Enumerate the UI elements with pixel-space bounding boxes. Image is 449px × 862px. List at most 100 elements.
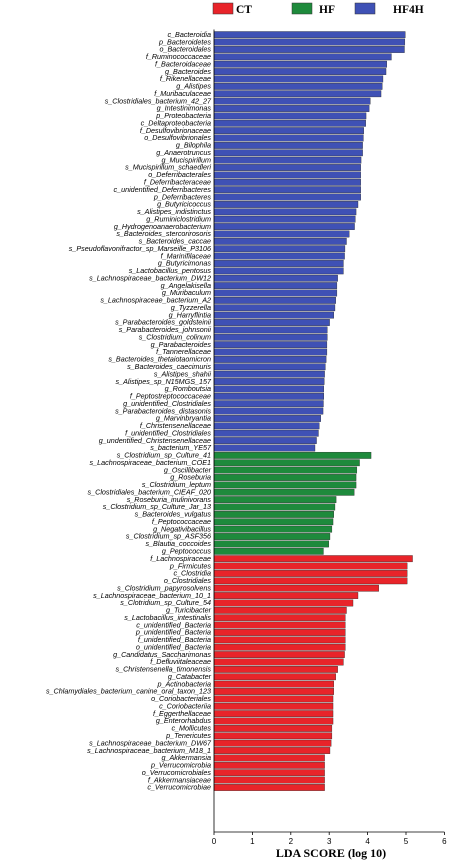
legend-swatch-hf4h <box>354 2 376 15</box>
x-tick-label-1: 1 <box>250 837 255 846</box>
category-label-s_Bacteroides_caccae: s_Bacteroides_caccae <box>139 237 211 246</box>
bar-g_Marvinbryantia <box>213 415 321 422</box>
category-label-p_Bacteroidetes: p_Bacteroidetes <box>158 37 211 46</box>
bar-s_Chlamydiales_bacterium_canine_oral_taxon_123 <box>213 688 334 695</box>
category-label-g_Hydrogenoanaerobacterium: g_Hydrogenoanaerobacterium <box>114 222 211 231</box>
category-label-c_unidentified_Bacteria: c_unidentified_Bacteria <box>136 620 211 629</box>
bar-f_unidentified_Clostridiales <box>213 429 319 437</box>
category-label-p_Proteobacteria: p_Proteobacteria <box>155 111 211 120</box>
category-label-p_Firmicutes: p_Firmicutes <box>169 561 212 570</box>
bar-g_Parabacteroides <box>213 341 328 349</box>
bar-f_Marinifilaceae <box>213 252 345 260</box>
bar-f_Eggerthellaceae <box>213 710 334 718</box>
category-label-f_unidentified_Clostridiales: f_unidentified_Clostridiales <box>125 428 211 437</box>
bar-g_Ruminiclostridium <box>213 215 356 223</box>
bar-s_Bacteroides_thetaiotaomicron <box>213 356 327 363</box>
bar-f_unidentified_Bacteria <box>213 636 346 644</box>
category-label-o_Bacteroidales: o_Bacteroidales <box>159 45 211 54</box>
category-label-o_Coriobacteriales: o_Coriobacteriales <box>151 694 211 703</box>
bar-s_Lachnospiraceae_bacterium_A2 <box>213 297 336 304</box>
category-label-s_Clotridium_sp_Culture_54: s_Clotridium_sp_Culture_54 <box>120 598 211 607</box>
category-label-p_Verrucomicrobia: p_Verrucomicrobia <box>150 761 211 770</box>
bar-s_Clostridium_sp_Culture_Jar_13 <box>213 503 336 511</box>
category-label-g_Enterorhabdus: g_Enterorhabdus <box>156 716 212 725</box>
bar-o_Bacteroidales <box>213 46 405 53</box>
category-label-f_Desulfovibrionaceae: f_Desulfovibrionaceae <box>140 126 211 135</box>
category-labels: c_Bacteroidiap_Bacteroideteso_Bacteroida… <box>46 30 212 792</box>
bar-f_Christensenellaceae <box>213 422 320 430</box>
category-label-f_Deferribacteraceae: f_Deferribacteraceae <box>144 178 211 187</box>
bar-c_Mollicutes <box>213 725 333 732</box>
bar-s_Bacteroides_caecimuris <box>213 363 326 371</box>
bar-s_Mucispirillum_schaedleri <box>213 164 361 171</box>
category-label-g_Peptococcus: g_Peptococcus <box>162 547 212 556</box>
bar-g_Tyzzerella <box>213 304 336 312</box>
category-label-g_Negativibacillus: g_Negativibacillus <box>153 524 211 533</box>
bar-s_Parabacteroides_distasonis <box>213 407 324 415</box>
category-label-s_Clostridiales_bacterium_42_27: s_Clostridiales_bacterium_42_27 <box>105 96 212 105</box>
category-label-c_Coriobacteriia: c_Coriobacteriia <box>159 701 211 710</box>
bar-g_Muribaculum <box>213 289 338 297</box>
bar-c_Verrucomicrobiae <box>213 784 325 791</box>
category-label-g_unidentified_Clostridiales: g_unidentified_Clostridiales <box>123 399 211 408</box>
category-label-g_Bacteroides: g_Bacteroides <box>165 67 211 76</box>
category-label-g_Romboutsia: g_Romboutsia <box>165 384 211 393</box>
category-label-g_Anaerotruncus: g_Anaerotruncus <box>156 148 211 157</box>
category-label-o_Desulfovibrionales: o_Desulfovibrionales <box>144 133 211 142</box>
category-label-g_undentified_Christensenellaceae: g_undentified_Christensenellaceae <box>99 436 211 445</box>
category-label-f_unidentified_Bacteria: f_unidentified_Bacteria <box>138 635 211 644</box>
bar-g_Roseburia <box>213 474 357 481</box>
category-label-f_Eggerthellaceae: f_Eggerthellaceae <box>153 709 211 718</box>
category-label-p_Actinobacteria: p_Actinobacteria <box>156 679 211 688</box>
bar-s_Clostridiales_bacterium_CIEAF_020 <box>213 488 355 496</box>
bar-s_Parabacteroides_johnsonii <box>213 326 328 334</box>
category-label-s_Alistipes_indistinctus: s_Alistipes_indistinctus <box>137 207 211 216</box>
category-label-f_Defluviitaleaceae: f_Defluviitaleaceae <box>150 657 211 666</box>
bar-o_unidentified_Bacteria <box>213 643 346 651</box>
category-label-s_Bacteroides_thetaiotaomicron: s_Bacteroides_thetaiotaomicron <box>108 355 211 364</box>
bar-g_Turicibacter <box>213 606 347 614</box>
bar-o_Clostridiales <box>213 577 408 585</box>
category-label-f_Ruminococcaceae: f_Ruminococcaceae <box>146 52 211 61</box>
x-axis-label: LDA SCORE (log 10) <box>276 846 386 860</box>
category-label-g_Bilophila: g_Bilophila <box>176 141 211 150</box>
category-label-f_Muribaculaceae: f_Muribaculaceae <box>154 89 211 98</box>
bar-s_Lachnospiraceae_bacterium_DW12 <box>213 274 338 282</box>
category-label-s_Alistipes_shahii: s_Alistipes_shahii <box>154 369 212 378</box>
bar-o_Verrucomicrobiales <box>213 769 325 777</box>
category-label-c_Mollicutes: c_Mollicutes <box>171 724 211 733</box>
category-label-f_Lachnospiraceae: f_Lachnospiraceae <box>150 554 211 563</box>
bar-f_Lachnospiraceae <box>213 555 413 563</box>
bar-s_Clotridium_sp_Culture_54 <box>213 599 354 607</box>
bar-f_Ruminococcaceae <box>213 53 392 61</box>
bar-g_Peptococcus <box>213 547 324 555</box>
bar-s_Roseburia_inulinivorans <box>213 496 337 504</box>
bar-f_Akkermansiaceae <box>213 776 325 784</box>
bar-g_Oscillibacter <box>213 466 358 474</box>
bar-s_Christensenella_timonensis <box>213 666 338 673</box>
x-tick-label-4: 4 <box>365 837 370 846</box>
bar-p_Proteobacteria <box>213 112 367 120</box>
category-label-g_Turicibacter: g_Turicibacter <box>166 606 212 615</box>
category-label-g_Catabacter: g_Catabacter <box>168 672 212 681</box>
bar-f_Desulfovibrionaceae <box>213 127 364 135</box>
bars <box>213 31 413 791</box>
category-label-s_Alistipes_sp_N15MGS_157: s_Alistipes_sp_N15MGS_157 <box>116 377 212 386</box>
category-label-g_Alistipes: g_Alistipes <box>176 82 211 91</box>
category-label-s_Clostridium_sp_Culture_Jar_13: s_Clostridium_sp_Culture_Jar_13 <box>103 502 211 511</box>
category-label-g_Marvinbryantia: g_Marvinbryantia <box>156 414 211 423</box>
legend-label-hf: HF <box>319 4 335 16</box>
category-label-p_Deferribacteres: p_Deferribacteres <box>153 192 212 201</box>
category-label-g_Butyricicoccus: g_Butyricicoccus <box>157 200 211 209</box>
bar-g_Harryflintia <box>213 311 334 319</box>
bar-g_Alistipes <box>213 82 383 90</box>
category-label-f_Rikenellaceae: f_Rikenellaceae <box>160 74 211 83</box>
category-label-s_Parabacteroides_johnsonii: s_Parabacteroides_johnsonii <box>119 325 212 334</box>
category-label-s_Bacteroides_caecimuris: s_Bacteroides_caecimuris <box>127 362 211 371</box>
bar-c_Coriobacteriia <box>213 702 334 710</box>
bar-g_undentified_Christensenellaceae <box>213 437 317 444</box>
bar-s_Clostridium_papyrosolvens <box>213 584 379 592</box>
bar-g_Hydrogenoanaerobacterium <box>213 223 355 230</box>
x-axis: 0 1 2 3 4 5 6 <box>212 29 447 846</box>
bar-s_Bacteroides_stercorirosoris <box>213 230 350 238</box>
